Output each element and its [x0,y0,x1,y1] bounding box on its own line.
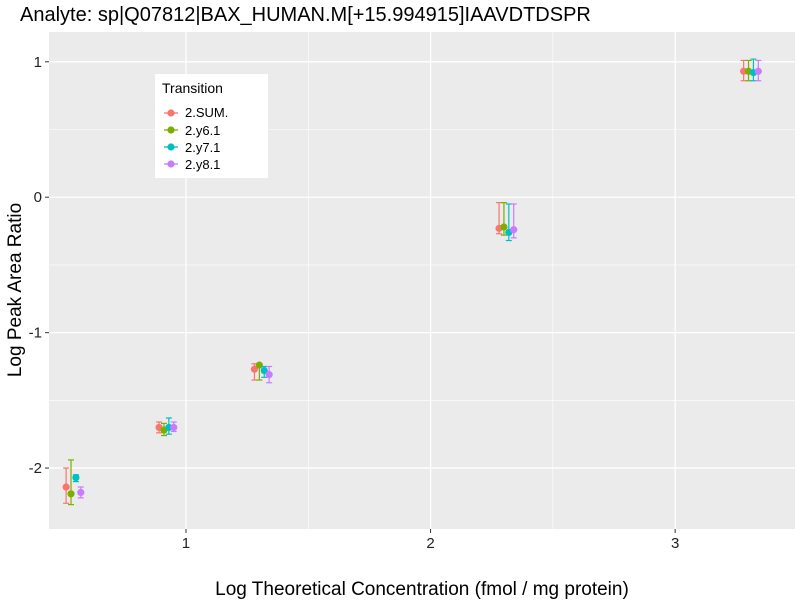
legend-keys [164,109,178,168]
x-tick-label: 1 [182,535,190,552]
minor-gridlines [49,32,795,529]
series-2-y8-1 [77,59,762,499]
legend: Transition 2.SUM. 2.y6.1 2.y7.1 2.y8.1 [155,74,268,178]
data-point [500,223,508,231]
legend-key-point [167,109,175,117]
x-tick-label: 3 [671,535,679,552]
legend-label: 2.y6.1 [185,123,220,138]
legend-background [155,74,268,178]
chart-title: Analyte: sp|Q07812|BAX_HUMAN.M[+15.99491… [20,4,591,26]
y-tick-label: 0 [34,189,42,206]
data-point [170,423,178,432]
y-tick-label: 1 [34,54,42,71]
data-point [265,371,273,379]
series-2-y6-1 [67,59,753,506]
legend-label: 2.SUM. [185,105,228,120]
x-tick-label: 2 [426,535,434,552]
data-point [62,483,70,491]
data-point [754,67,762,75]
legend-key-point [167,126,175,134]
y-axis-ticks: -2 -1 0 1 [29,54,49,477]
data-point [255,361,263,369]
y-tick-label: -2 [29,460,42,477]
series-2-y7-1 [72,58,758,483]
x-axis-title: Log Theoretical Concentration (fmol / mg… [215,579,629,600]
data-point [77,488,85,497]
data-point [510,226,518,234]
major-gridlines [49,32,795,529]
legend-key-point [167,160,175,168]
legend-label: 2.y8.1 [185,157,220,172]
legend-label: 2.y7.1 [185,140,220,155]
data-point [250,365,259,373]
y-axis-title: Log Peak Area Ratio [5,203,26,377]
data-point [72,473,80,482]
x-axis-ticks: 1 2 3 [182,529,679,552]
data-marks [62,58,762,506]
legend-key-point [167,143,175,151]
legend-title: Transition [162,80,223,96]
data-point [260,366,268,375]
data-point [67,490,75,498]
y-tick-label: -1 [29,325,42,342]
